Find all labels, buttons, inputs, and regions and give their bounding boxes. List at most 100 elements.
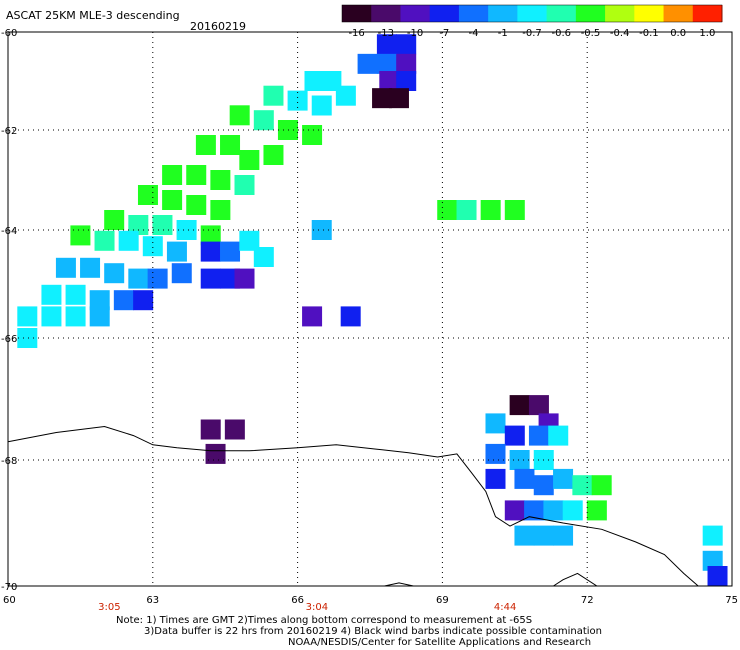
wind-cell [220, 135, 241, 155]
wind-cell [17, 328, 38, 348]
colorbar-label: -0.5 [581, 28, 601, 39]
longitude-tick-label: 69 [436, 595, 449, 606]
colorbar-label: -0.7 [522, 28, 542, 39]
longitude-tick-label: 72 [581, 595, 594, 606]
longitude-tick-label: 66 [291, 595, 304, 606]
wind-cell [528, 395, 549, 416]
wind-cell [133, 290, 154, 311]
wind-cell [234, 268, 255, 289]
wind-cell [586, 500, 607, 521]
latitude-tick-label: -68 [1, 456, 17, 467]
wind-cell [210, 170, 231, 190]
latitude-tick-label: -60 [1, 28, 17, 39]
chart-title: ASCAT 25KM MLE-3 descending [6, 9, 180, 22]
colorbar-label: -0.4 [610, 28, 630, 39]
graticule [8, 32, 732, 586]
wind-cell [162, 190, 183, 210]
wind-cell [372, 88, 393, 109]
wind-cell [195, 135, 216, 155]
longitude-tick-label: 75 [725, 595, 738, 606]
wind-cell [210, 200, 231, 220]
wind-cell [524, 500, 545, 521]
axis-labels: 60 63 66 69 72 75 -60 -62 -64 -66 -68 -70 3:05 3:04 4:… [1, 28, 738, 613]
wind-cell [200, 268, 221, 289]
pass-time-label: 3:04 [306, 602, 328, 613]
antarctic-coastline [7, 425, 732, 587]
wind-cell [277, 120, 298, 140]
wind-cell [94, 230, 115, 251]
wind-cell [147, 268, 168, 289]
colorbar-swatch [546, 5, 577, 22]
wind-cell [514, 525, 535, 546]
colorbar-swatch [634, 5, 665, 22]
wind-cell [702, 525, 723, 546]
colorbar-label: 1.0 [699, 28, 715, 39]
wind-cell [70, 225, 91, 246]
wind-cell [533, 525, 554, 546]
wind-cell [485, 413, 506, 434]
colorbar: -16 -13 -10 -7 -4 -1 -0.7 -0.6 -0.5 -0.4 -0.1 0.0 1.… [341, 4, 723, 39]
wind-cell [311, 220, 332, 240]
wind-cell [205, 443, 226, 464]
colorbar-swatch [575, 5, 606, 22]
wind-cell [200, 241, 221, 262]
wind-cell [80, 257, 101, 278]
colorbar-label: 0.0 [670, 28, 686, 39]
wind-cell [504, 425, 525, 446]
wind-cell [311, 95, 332, 116]
wind-cell [186, 165, 207, 185]
wind-cell [65, 306, 86, 327]
colorbar-swatch [605, 5, 635, 22]
wind-cell [89, 290, 110, 311]
wind-cell [229, 105, 250, 126]
wind-cell [379, 71, 400, 91]
wind-cell [456, 200, 477, 220]
wind-cell [485, 468, 506, 489]
plot-frame [7, 31, 733, 587]
colorbar-label: -0.6 [551, 28, 571, 39]
colorbar-frame [341, 4, 723, 23]
colorbar-swatch [488, 5, 518, 22]
colorbar-swatch [342, 5, 372, 22]
wind-cell [17, 306, 38, 327]
wind-cell [253, 110, 274, 131]
wind-cell [186, 195, 207, 215]
wind-cell [263, 85, 284, 106]
wind-cell [166, 241, 187, 262]
wind-cell [89, 306, 110, 327]
colorbar-swatch [517, 5, 548, 22]
wind-cell [239, 150, 260, 170]
wind-cell [118, 230, 139, 251]
note-line-1: Note: 1) Times are GMT 2)Times along bot… [116, 615, 533, 626]
wind-cell [340, 306, 361, 327]
wind-cell [509, 395, 530, 416]
wind-cell [528, 425, 549, 446]
pass-time-label: 3:05 [98, 602, 120, 613]
wind-cell [152, 215, 173, 235]
wind-cell [562, 500, 583, 521]
colorbar-swatch [371, 5, 401, 22]
wind-cell [162, 165, 183, 185]
wind-cell [707, 566, 728, 586]
wind-cell [137, 185, 158, 205]
wind-cell [239, 230, 260, 251]
latitude-tick-label: -66 [1, 334, 17, 345]
wind-cells-layer [17, 34, 728, 586]
colorbar-label: -0.1 [639, 28, 659, 39]
wind-cell [553, 468, 574, 489]
wind-cell [548, 425, 569, 446]
wind-cell [302, 306, 323, 327]
colorbar-label: -1 [498, 28, 508, 39]
longitude-tick-label: 60 [3, 595, 16, 606]
wind-cell [335, 85, 356, 106]
colorbar-label: -16 [348, 28, 364, 39]
wind-cell [509, 450, 530, 470]
wind-cell [200, 225, 221, 246]
wind-cell [396, 34, 417, 55]
note-line-2: 3)Data buffer is 22 hrs from 20160219 4)… [144, 626, 602, 637]
wind-cell [591, 475, 612, 496]
chart-date: 20160219 [190, 20, 246, 33]
colorbar-label: -13 [378, 28, 394, 39]
wind-cell [572, 475, 593, 496]
